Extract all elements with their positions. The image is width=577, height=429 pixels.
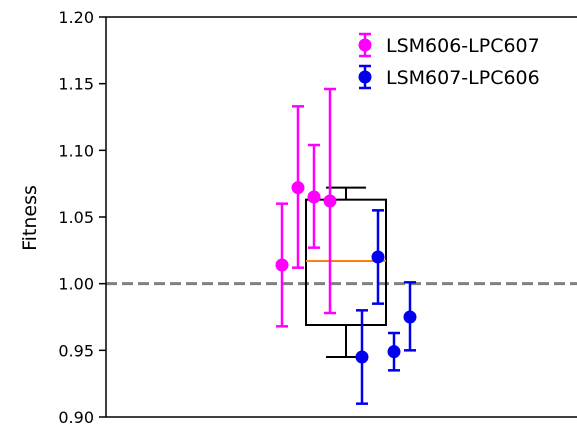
- data-point: [403, 310, 417, 324]
- y-tick-label: 0.90: [58, 408, 94, 427]
- legend-label: LSM606-LPC607: [386, 35, 540, 57]
- y-axis-label: Fitness: [19, 185, 41, 251]
- boxplot-box: [305, 198, 387, 327]
- y-tick-label: 1.15: [58, 75, 94, 94]
- plot-frame: [105, 16, 577, 418]
- data-point: [387, 345, 401, 359]
- y-tick-label: 0.95: [58, 341, 94, 360]
- boxplot: [305, 186, 387, 358]
- y-tick-label: 1.10: [58, 141, 94, 160]
- data-point: [371, 250, 385, 264]
- data-point: [323, 194, 337, 208]
- legend-label: LSM607-LPC606: [386, 67, 540, 89]
- legend-marker: [358, 70, 372, 84]
- data-point: [355, 350, 369, 364]
- data-point: [275, 258, 289, 272]
- y-axis-ticks: 0.90 0.95 1.00 1.05 1.10 1.15 1.20: [58, 8, 106, 427]
- data-points: [275, 87, 417, 405]
- legend: LSM606-LPC607 LSM607-LPC606: [358, 32, 540, 90]
- data-point: [307, 190, 321, 204]
- legend-marker: [358, 38, 372, 52]
- y-tick-label: 1.00: [58, 275, 94, 294]
- y-tick-label: 1.05: [58, 208, 94, 227]
- data-point: [291, 181, 305, 195]
- y-tick-label: 1.20: [58, 8, 94, 27]
